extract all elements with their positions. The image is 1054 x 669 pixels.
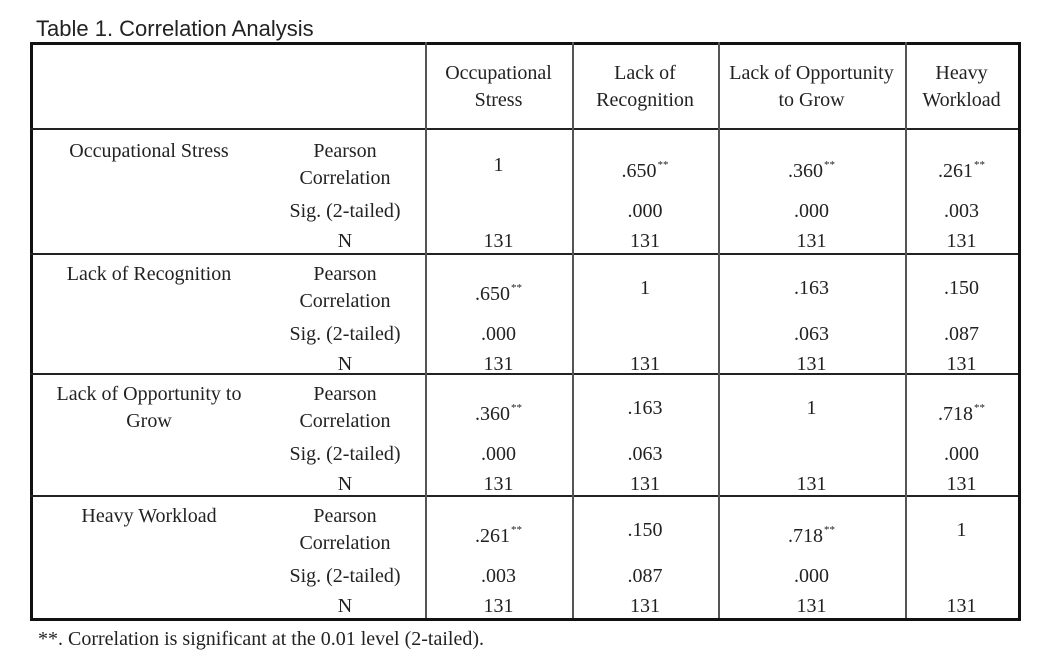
value-cell: .261**	[425, 517, 572, 550]
value-cell: 131	[946, 473, 977, 495]
value-cell: .150	[627, 519, 663, 541]
value-cell: .000	[794, 565, 829, 587]
column-rule	[425, 42, 427, 618]
value-cell: 131	[796, 353, 827, 375]
significance-mark: **	[974, 159, 985, 171]
row-rule	[30, 373, 1018, 375]
row-variable: Lack of Opportunity to Grow	[56, 383, 242, 432]
column-header: Lack of Recognition	[596, 62, 694, 111]
value-cell: 131	[630, 353, 660, 375]
table-title: Table 1. Correlation Analysis	[36, 16, 314, 41]
value-cell: 131	[946, 353, 977, 375]
stat-label: N	[337, 473, 353, 495]
value-cell: 131	[483, 595, 514, 617]
value: .650	[621, 160, 657, 182]
row-rule	[30, 495, 1018, 497]
value-cell: .003	[944, 200, 979, 222]
row-variable: Lack of Recognition	[66, 263, 232, 285]
stat-label: Pearson Correlation	[299, 140, 391, 189]
value-cell: 1	[493, 154, 504, 176]
value-cell: 131	[946, 595, 977, 617]
value-cell: .003	[481, 565, 516, 587]
significance-mark: **	[657, 159, 669, 171]
row-variable: Heavy Workload	[81, 505, 217, 527]
stat-label: Sig. (2-tailed)	[289, 565, 401, 587]
value-cell: .000	[794, 200, 829, 222]
value-cell: .063	[794, 323, 829, 345]
value: .650	[475, 283, 510, 305]
column-header: Lack of Opportunity to Grow	[729, 62, 894, 111]
value-cell: .000	[944, 443, 979, 465]
value-cell: .087	[627, 565, 663, 587]
value: .718	[788, 525, 823, 547]
value-cell: .718**	[718, 517, 905, 550]
value-cell: .650**	[572, 152, 718, 185]
value-cell: 131	[796, 473, 827, 495]
significance-mark: **	[511, 524, 522, 536]
value-cell: 131	[946, 230, 977, 252]
column-header: Heavy Workload	[922, 62, 1001, 111]
value-cell: 131	[483, 473, 514, 495]
value-cell: 131	[630, 473, 660, 495]
stat-label: Pearson Correlation	[299, 505, 391, 554]
significance-mark: **	[824, 524, 835, 536]
value-cell: .360**	[718, 152, 905, 185]
value-cell: 1	[956, 519, 967, 541]
value-cell: .360**	[425, 395, 572, 428]
column-rule	[905, 42, 907, 618]
significance-mark: **	[511, 282, 522, 294]
stat-label: N	[337, 595, 353, 617]
stat-label: Pearson Correlation	[299, 263, 391, 312]
value: .360	[788, 160, 823, 182]
value-cell: .261**	[905, 152, 1018, 185]
header-rule	[30, 128, 1018, 130]
value-cell: 1	[640, 277, 650, 299]
value-cell: .087	[944, 323, 979, 345]
value-cell: 131	[630, 230, 660, 252]
stat-label: N	[337, 230, 353, 252]
value-cell: .163	[627, 397, 663, 419]
value-cell: 131	[630, 595, 660, 617]
column-header: Occupational Stress	[445, 62, 552, 111]
value-cell: .063	[627, 443, 663, 465]
value-cell: 131	[796, 595, 827, 617]
row-variable: Occupational Stress	[69, 140, 229, 162]
stat-label: Sig. (2-tailed)	[289, 323, 401, 345]
row-rule	[30, 253, 1018, 255]
value-cell: .000	[627, 200, 663, 222]
stat-label: Sig. (2-tailed)	[289, 443, 401, 465]
value: .718	[938, 403, 973, 425]
value: .360	[475, 403, 510, 425]
value-cell: .163	[794, 277, 829, 299]
value-cell: 131	[796, 230, 827, 252]
table-border	[30, 42, 1021, 621]
footnote: **. Correlation is significant at the 0.…	[38, 628, 484, 650]
significance-mark: **	[974, 402, 985, 414]
stat-label: N	[337, 353, 353, 375]
value-cell: 131	[483, 230, 514, 252]
value-cell: 1	[806, 397, 817, 419]
significance-mark: **	[511, 402, 522, 414]
column-rule	[572, 42, 574, 618]
significance-mark: **	[824, 159, 835, 171]
value-cell: .718**	[905, 395, 1018, 428]
stat-label: Pearson Correlation	[299, 383, 391, 432]
column-rule	[718, 42, 720, 618]
value-cell: 131	[483, 353, 514, 375]
value-cell: .000	[481, 443, 516, 465]
value-cell: .650**	[425, 275, 572, 308]
value-cell: .150	[944, 277, 979, 299]
stat-label: Sig. (2-tailed)	[289, 200, 401, 222]
value: .261	[938, 160, 973, 182]
value: .261	[475, 525, 510, 547]
value-cell: .000	[481, 323, 516, 345]
